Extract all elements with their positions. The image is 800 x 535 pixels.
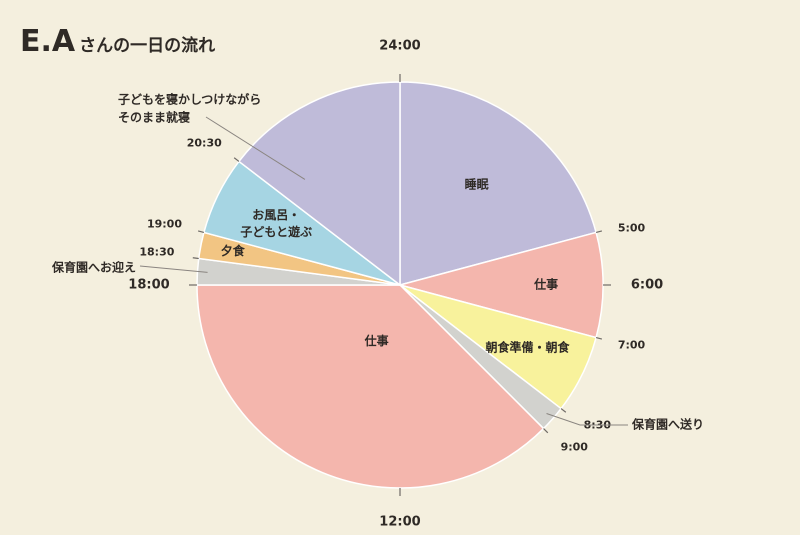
slice-label: お風呂・ [252,208,300,222]
pie-slice [196,284,545,489]
callout-label: 子どもを寝かしつけながら [118,92,261,107]
pie-slice [397,231,604,339]
time-tick [192,257,199,260]
time-tick [595,336,603,340]
time-label: 5:00 [618,221,646,234]
time-tick [560,408,567,413]
pie-slice [237,81,401,287]
slice-label: 仕事 [364,333,389,348]
time-label: 18:30 [139,245,174,258]
time-label: 12:00 [379,515,420,530]
slice-label: 睡眠 [465,177,489,192]
time-tick [197,230,205,234]
time-tick [595,230,603,234]
slice-label: 朝食準備・朝食 [485,339,570,354]
callout-label: 保育園へお迎え [51,260,136,275]
time-label: 24:00 [379,39,420,54]
slice-label: 子どもと遊ぶ [240,224,312,239]
leader-line [205,116,306,180]
slice-label: 仕事 [533,277,558,292]
title-name: E.A [20,24,76,59]
time-tick [543,428,549,434]
time-label: 6:00 [631,278,663,293]
callout-label: そのまま就寝 [118,110,190,125]
leader-line [139,265,208,273]
pie-slice [399,81,597,286]
time-tick [233,157,240,162]
time-label: 9:00 [561,440,589,453]
time-label: 19:00 [147,217,182,230]
time-label: 7:00 [618,339,646,352]
chart-title: E.A さんの一日の流れ [20,24,215,59]
time-label: 20:30 [187,137,222,150]
slice-label: 夕食 [221,243,246,258]
title-suffix: さんの一日の流れ [79,36,216,56]
callout-label: 保育園へ送り [631,417,704,432]
time-label: 18:00 [128,278,169,293]
leader-line [546,413,628,426]
